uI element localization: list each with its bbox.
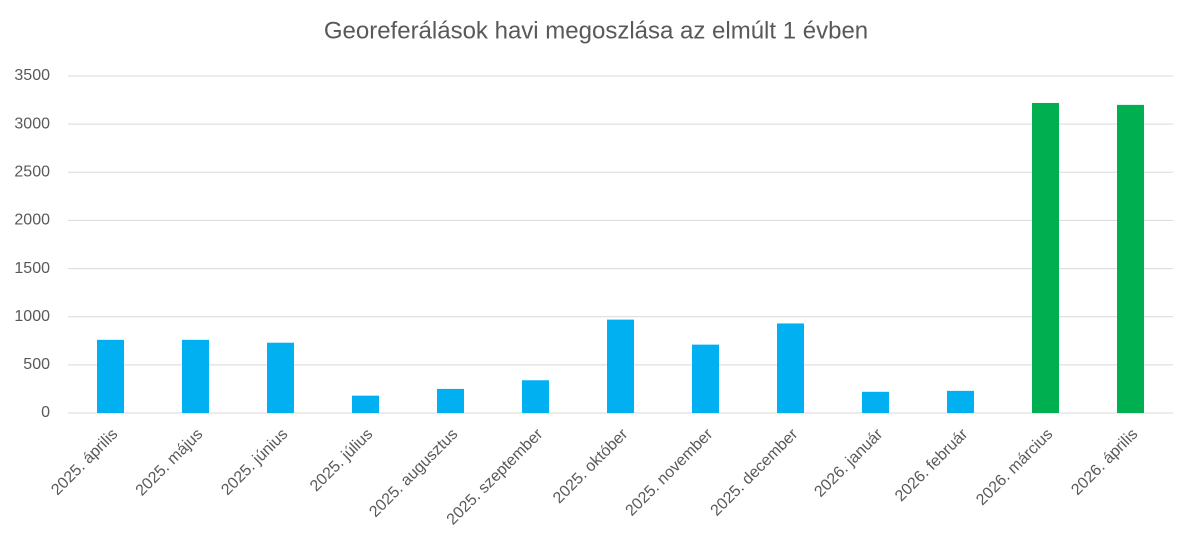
bar — [437, 388, 464, 413]
x-tick-label: 2025. május — [133, 426, 207, 500]
x-tick-label: 2026. február — [892, 425, 972, 505]
x-tick-label: 2025. június — [218, 426, 291, 499]
bar — [777, 323, 804, 413]
bar — [97, 339, 124, 413]
y-tick-label: 2500 — [14, 164, 50, 181]
x-tick-label: 2025. április — [48, 426, 121, 499]
bar — [862, 391, 889, 413]
y-tick-label: 3000 — [14, 115, 50, 132]
bar — [1117, 104, 1144, 413]
y-tick-label: 500 — [23, 356, 50, 373]
bar — [522, 380, 549, 413]
x-tick-label: 2025. december — [708, 425, 802, 519]
y-tick-label: 1000 — [14, 308, 50, 325]
bar — [607, 319, 634, 413]
x-tick-label: 2025. november — [623, 425, 717, 519]
chart-title: Georeferálások havi megoszlása az elmúlt… — [324, 17, 868, 44]
bar — [182, 339, 209, 413]
bar — [947, 390, 974, 413]
x-tick-label: 2025. július — [307, 426, 376, 495]
x-tick-label: 2025. szeptember — [444, 425, 547, 528]
y-tick-label: 0 — [41, 404, 50, 421]
x-tick-label: 2026. április — [1068, 426, 1141, 499]
x-tick-label: 2026. március — [973, 426, 1056, 509]
bar — [692, 344, 719, 413]
bar — [267, 342, 294, 413]
y-tick-label: 3500 — [14, 67, 50, 84]
x-tick-label: 2026. január — [811, 425, 886, 500]
x-tick-label: 2025. augusztus — [366, 426, 461, 521]
y-tick-label: 2000 — [14, 212, 50, 229]
bar — [352, 395, 379, 413]
x-tick-label: 2025. október — [550, 425, 632, 507]
y-tick-label: 1500 — [14, 260, 50, 277]
bar — [1032, 102, 1059, 414]
